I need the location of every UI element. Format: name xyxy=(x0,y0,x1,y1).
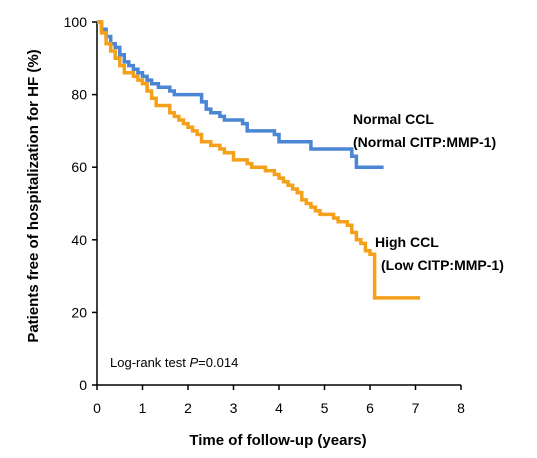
y-axis-title: Patients free of hospitalization for HF … xyxy=(25,49,42,342)
x-tick-label: 3 xyxy=(230,400,238,416)
axes: 0 20 40 60 80 100 0 1 2 3 4 5 6 7 8 xyxy=(64,14,465,416)
series-label-high-line2: (Low CITP:MMP-1) xyxy=(381,257,504,273)
logrank-prefix: Log-rank test xyxy=(110,355,190,370)
x-tick-label: 2 xyxy=(184,400,192,416)
y-tick-label: 0 xyxy=(79,377,87,393)
x-tick-label: 8 xyxy=(457,400,465,416)
y-tick-label: 40 xyxy=(71,232,87,248)
x-tick-label: 1 xyxy=(139,400,147,416)
series-label-normal-line2: (Normal CITP:MMP-1) xyxy=(353,134,496,150)
series-line-high-ccl xyxy=(97,20,421,300)
x-axis-title: Time of follow-up (years) xyxy=(189,432,366,449)
y-tick-label: 80 xyxy=(71,87,87,103)
series-label-high-line1: High CCL xyxy=(375,234,439,250)
x-tick-label: 0 xyxy=(93,400,101,416)
series-line-normal-ccl xyxy=(97,20,384,169)
x-tick-label: 7 xyxy=(412,400,420,416)
y-tick-label: 20 xyxy=(71,304,87,320)
series-label-normal-line1: Normal CCL xyxy=(353,111,434,127)
series-layer xyxy=(97,20,421,300)
x-tick-label: 6 xyxy=(366,400,374,416)
logrank-annotation: Log-rank test P=0.014 xyxy=(110,355,238,370)
x-tick-label: 5 xyxy=(321,400,329,416)
logrank-p-value: =0.014 xyxy=(198,355,238,370)
y-tick-label: 60 xyxy=(71,159,87,175)
x-tick-label: 4 xyxy=(275,400,283,416)
logrank-p-symbol: P xyxy=(190,355,199,370)
y-tick-label: 100 xyxy=(64,14,88,30)
